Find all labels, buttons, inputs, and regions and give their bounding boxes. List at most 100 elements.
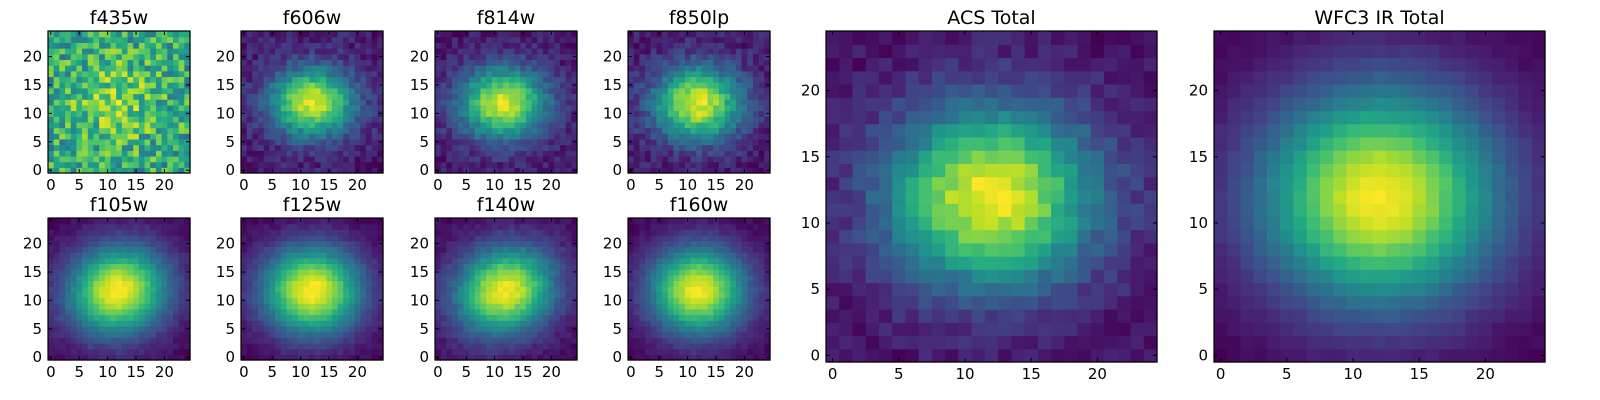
heatmap-cell: [752, 93, 760, 100]
heatmap-cell: [474, 116, 482, 123]
heatmap-cell: [76, 337, 83, 344]
heatmap-cell: [184, 161, 191, 168]
heatmap-cell: [275, 325, 282, 333]
heatmap-cell: [645, 65, 652, 72]
heatmap-cell: [99, 42, 106, 49]
heatmap-cell: [446, 161, 453, 168]
x-tick-label: 15: [513, 176, 532, 194]
heatmap-cell: [297, 235, 305, 242]
heatmap-cell: [59, 218, 66, 225]
heatmap-cell: [53, 53, 60, 60]
heatmap-cell: [65, 155, 72, 163]
heatmap-cell: [161, 348, 168, 355]
heatmap-cell: [269, 240, 276, 247]
heatmap-cell: [525, 116, 533, 123]
heatmap-cell: [628, 155, 635, 163]
heatmap-cell: [542, 31, 550, 38]
heatmap-cell: [354, 291, 361, 299]
heatmap-cell: [1064, 295, 1079, 310]
heatmap-cell: [474, 65, 482, 72]
heatmap-cell: [82, 286, 89, 293]
heatmap-cell: [48, 99, 55, 106]
heatmap-cell: [752, 76, 760, 83]
heatmap-cell: [167, 138, 174, 146]
heatmap-cell: [446, 36, 453, 43]
heatmap-cell: [178, 320, 185, 327]
heatmap-cell: [690, 53, 697, 60]
heatmap-cell: [377, 337, 384, 344]
heatmap-cell: [303, 138, 310, 146]
heatmap-cell: [735, 42, 743, 49]
heatmap-cell: [280, 218, 288, 225]
heatmap-cell: [542, 331, 550, 338]
heatmap-cell: [474, 291, 482, 299]
heatmap-cell: [127, 286, 134, 293]
heatmap-cell: [82, 218, 89, 225]
heatmap-cell: [548, 320, 555, 327]
heatmap-cell: [852, 83, 867, 98]
heatmap-cell: [1037, 57, 1052, 72]
heatmap-cell: [297, 269, 305, 276]
heatmap-cell: [707, 42, 714, 49]
heatmap-cell: [469, 320, 476, 327]
heatmap-cell: [690, 42, 697, 49]
heatmap-cell: [1024, 110, 1039, 125]
heatmap-cell: [474, 121, 482, 129]
heatmap-cell: [752, 155, 760, 163]
heatmap-cell: [486, 308, 493, 316]
heatmap-cell: [337, 274, 344, 282]
heatmap-cell: [440, 269, 447, 276]
heatmap-cell: [735, 116, 743, 123]
heatmap-cell: [133, 246, 140, 253]
heatmap-cell: [104, 133, 112, 140]
heatmap-cell: [184, 31, 191, 38]
heatmap-cell: [269, 150, 276, 157]
heatmap-cell: [178, 167, 185, 174]
heatmap-cell: [76, 93, 83, 100]
heatmap-cell: [377, 93, 384, 100]
heatmap-cell: [348, 246, 356, 253]
heatmap-cell: [554, 144, 561, 151]
heatmap-cell: [127, 65, 134, 72]
heatmap-cell: [127, 42, 134, 49]
heatmap-cell: [269, 274, 276, 282]
heatmap-cell: [292, 291, 299, 299]
heatmap-cell: [258, 161, 265, 168]
heatmap-cell: [1130, 269, 1145, 284]
heatmap-cell: [865, 335, 880, 350]
heatmap-cell: [371, 127, 378, 134]
heatmap-cell: [645, 110, 652, 117]
heatmap-cell: [741, 87, 748, 95]
heatmap-cell: [463, 133, 470, 140]
heatmap-cell: [673, 42, 680, 49]
x-tick-label: 0: [239, 363, 249, 381]
heatmap-cell: [286, 235, 293, 242]
heatmap-cell: [258, 65, 265, 72]
heatmap-cell: [571, 274, 578, 282]
heatmap-cell: [53, 48, 60, 55]
heatmap-cell: [1104, 242, 1118, 257]
heatmap-cell: [758, 138, 765, 146]
heatmap-cell: [303, 354, 310, 361]
heatmap-cell: [252, 133, 259, 140]
heatmap-cell: [172, 48, 180, 55]
heatmap-cell: [354, 325, 361, 333]
heatmap-cell: [707, 138, 714, 146]
heatmap-cell: [1064, 57, 1079, 72]
heatmap-cell: [892, 309, 907, 323]
heatmap-cell: [172, 229, 180, 236]
heatmap-cell: [1104, 216, 1118, 231]
heatmap-cell: [303, 303, 310, 310]
y-tick-label: 0: [225, 161, 235, 179]
heatmap-cell: [531, 127, 538, 134]
heatmap-cell: [463, 314, 470, 321]
heatmap-cell: [292, 70, 299, 78]
heatmap-cell: [371, 133, 378, 140]
heatmap-cell: [252, 297, 259, 304]
heatmap-cell: [565, 314, 572, 321]
heatmap-cell: [1117, 203, 1132, 217]
heatmap-cell: [1037, 309, 1052, 323]
heatmap-cell: [331, 99, 339, 106]
heatmap-cell: [110, 31, 117, 38]
heatmap-cell: [121, 252, 129, 259]
